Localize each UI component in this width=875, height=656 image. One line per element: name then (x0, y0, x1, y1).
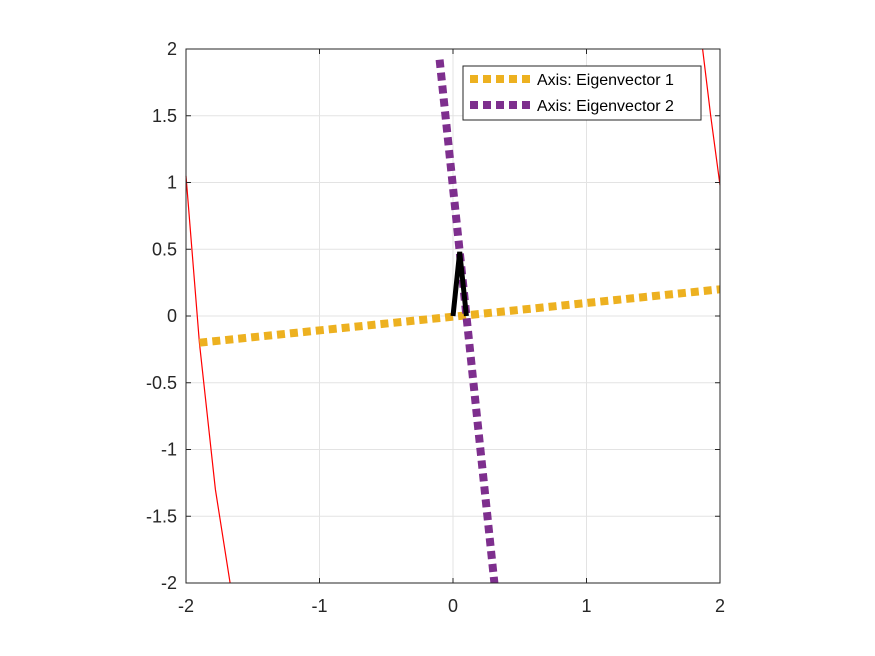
x-axis-ticks: -2 -1 0 1 2 (178, 49, 725, 616)
y-tick-label-6: 1 (167, 173, 177, 193)
series-line-2 (435, 59, 499, 584)
x-tick-label-2: 0 (448, 596, 458, 616)
x-tick-label-0: -2 (178, 596, 194, 616)
curve-1 (702, 48, 721, 186)
vectors (450, 251, 469, 317)
y-tick-label-5: 0.5 (152, 239, 177, 259)
x-tick-label-3: 1 (581, 596, 591, 616)
y-tick-label-4: 0 (167, 306, 177, 326)
legend: Axis: Eigenvector 1 Axis: Eigenvector 2 (462, 65, 702, 121)
vector-0 (450, 251, 469, 317)
y-axis-ticks: -2 -1.5 -1 -0.5 0 0.5 1 1.5 2 (146, 39, 720, 593)
curve-0 (185, 175, 231, 584)
series-line-1 (198, 285, 721, 347)
y-tick-label-2: -1 (161, 440, 177, 460)
curves (185, 48, 721, 584)
x-tick-label-1: -1 (311, 596, 327, 616)
y-tick-label-1: -1.5 (146, 506, 177, 526)
x-tick-label-4: 2 (715, 596, 725, 616)
y-tick-label-7: 1.5 (152, 106, 177, 126)
y-tick-label-0: -2 (161, 573, 177, 593)
legend-label-1: Axis: Eigenvector 1 (537, 72, 674, 89)
y-tick-label-8: 2 (167, 39, 177, 59)
legend-label-2: Axis: Eigenvector 2 (537, 98, 674, 115)
y-tick-label-3: -0.5 (146, 373, 177, 393)
series (198, 59, 721, 584)
